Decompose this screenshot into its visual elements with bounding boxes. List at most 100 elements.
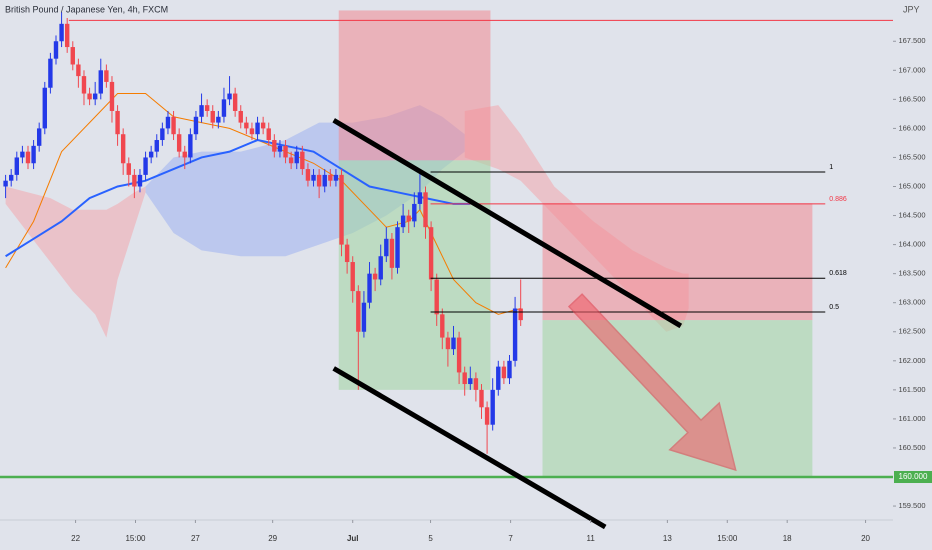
candle-body bbox=[277, 145, 283, 152]
candle-body bbox=[468, 378, 473, 385]
candle-body bbox=[25, 151, 31, 164]
candle-body bbox=[456, 337, 462, 373]
candle-body bbox=[462, 372, 467, 385]
candle-body bbox=[272, 140, 277, 152]
candle-body bbox=[87, 93, 92, 100]
candle-body bbox=[283, 145, 288, 158]
y-tick-label: 161.000 bbox=[898, 414, 925, 423]
x-tick-label: 7 bbox=[508, 534, 513, 543]
x-tick-label: 15:00 bbox=[125, 534, 146, 543]
y-tick-label: 165.500 bbox=[898, 152, 925, 161]
candle-body bbox=[300, 151, 305, 170]
candle-body bbox=[227, 93, 232, 100]
candle-body bbox=[20, 151, 25, 158]
y-tick-label: 162.000 bbox=[898, 356, 925, 365]
candle-body bbox=[434, 279, 439, 315]
candle-body bbox=[389, 238, 395, 268]
candle-body bbox=[36, 128, 42, 146]
x-tick-label: 20 bbox=[861, 534, 870, 543]
candle-body bbox=[210, 110, 215, 123]
candle-body bbox=[473, 378, 479, 390]
candle-body bbox=[244, 122, 249, 129]
candle-body bbox=[260, 122, 266, 129]
candle-body bbox=[126, 163, 131, 175]
x-tick-label: 29 bbox=[268, 534, 277, 543]
candle-body bbox=[316, 174, 322, 187]
candle-body bbox=[42, 87, 47, 129]
y-tick-label: 164.500 bbox=[898, 211, 925, 220]
candle-body bbox=[176, 134, 182, 152]
fib-label: 1 bbox=[829, 164, 833, 171]
y-tick-label: 163.000 bbox=[898, 298, 925, 307]
candle-body bbox=[31, 145, 36, 164]
candle-body bbox=[406, 215, 411, 222]
candle-body bbox=[160, 128, 165, 141]
candle-body bbox=[171, 116, 176, 135]
candle-body bbox=[70, 47, 75, 65]
candle-body bbox=[143, 157, 148, 175]
candle-body bbox=[490, 389, 495, 425]
y-tick-label: 166.000 bbox=[898, 123, 925, 132]
level-label-box bbox=[894, 471, 932, 484]
x-tick-label: Jul bbox=[347, 534, 359, 543]
candle-body bbox=[182, 151, 187, 158]
chart-title: British Pound / Japanese Yen, 4h, FXCM bbox=[5, 4, 168, 14]
candle-body bbox=[344, 244, 350, 263]
candle-body bbox=[132, 174, 137, 187]
candle-body bbox=[92, 93, 98, 100]
candle-body bbox=[518, 308, 523, 321]
moving-average bbox=[5, 93, 521, 315]
candle-body bbox=[417, 192, 423, 204]
candle-body bbox=[154, 140, 159, 152]
y-tick-label: 161.500 bbox=[898, 385, 925, 394]
candle-body bbox=[81, 76, 87, 94]
candle-body bbox=[445, 337, 451, 350]
candle-body bbox=[148, 151, 154, 158]
candle-body bbox=[501, 366, 507, 379]
y-tick-label: 162.500 bbox=[898, 327, 925, 336]
x-tick-label: 27 bbox=[191, 534, 200, 543]
y-tick-label: 166.500 bbox=[898, 94, 925, 103]
candle-body bbox=[76, 64, 81, 77]
x-tick-label: 13 bbox=[663, 534, 672, 543]
candle-body bbox=[137, 174, 143, 187]
candle-body bbox=[356, 291, 361, 332]
candle-body bbox=[266, 128, 271, 141]
ichimoku-cloud bbox=[5, 186, 146, 338]
candle-body bbox=[232, 93, 238, 111]
candle-body bbox=[188, 134, 193, 158]
candle-body bbox=[451, 337, 456, 350]
candle-body bbox=[507, 360, 512, 379]
candle-body bbox=[249, 128, 255, 135]
candle-body bbox=[400, 215, 406, 228]
candle-body bbox=[512, 308, 518, 361]
candle-body bbox=[384, 238, 389, 257]
y-tick-label: 159.500 bbox=[898, 501, 925, 510]
candle-body bbox=[53, 41, 59, 59]
candle-body bbox=[98, 70, 103, 94]
x-tick-label: 15:00 bbox=[717, 534, 738, 543]
candle-body bbox=[59, 23, 64, 42]
x-tick-label: 5 bbox=[428, 534, 433, 543]
candle-body bbox=[372, 273, 378, 280]
candle-body bbox=[204, 105, 210, 111]
candle-body bbox=[412, 203, 417, 222]
x-tick-label: 22 bbox=[71, 534, 80, 543]
candle-body bbox=[216, 116, 221, 123]
candle-body bbox=[115, 110, 120, 135]
y-tick-label: 165.000 bbox=[898, 181, 925, 190]
level-label: 160.000 bbox=[899, 472, 928, 481]
candle-body bbox=[311, 174, 316, 181]
candle-body bbox=[484, 407, 490, 425]
forecast-arrow bbox=[567, 293, 737, 472]
candle-body bbox=[8, 174, 14, 181]
candle-body bbox=[350, 262, 355, 292]
currency-label: JPY bbox=[903, 4, 920, 14]
candle-body bbox=[339, 174, 344, 245]
candle-body bbox=[322, 174, 327, 187]
y-tick-label: 164.000 bbox=[898, 240, 925, 249]
fib-label: 0.886 bbox=[829, 196, 847, 203]
plot: 1 0.886 0.618 0.5 bbox=[0, 10, 893, 530]
